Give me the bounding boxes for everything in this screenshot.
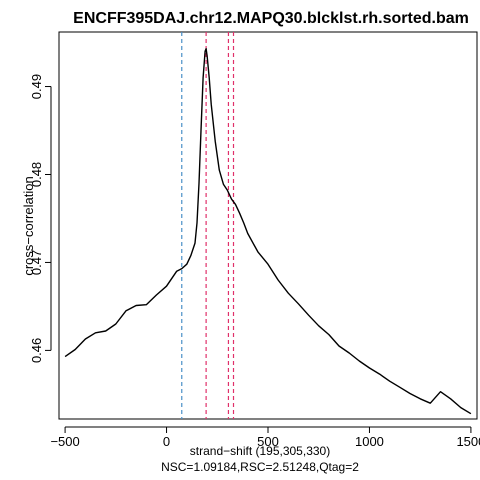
chart-title: ENCFF395DAJ.chr12.MAPQ30.blcklst.rh.sort… (73, 10, 469, 27)
plot-frame (58, 31, 478, 420)
y-axis-label: cross−correlation (21, 176, 36, 275)
y-tick-label: 0.48 (29, 162, 44, 187)
x-axis-sublabel: NSC=1.09184,RSC=2.51248,Qtag=2 (161, 460, 359, 474)
x-tick-label: 0 (163, 434, 170, 449)
x-tick-label: −500 (50, 434, 79, 449)
x-axis-label: strand−shift (195,305,330) (190, 444, 330, 458)
plot-border (58, 31, 478, 420)
x-tick-label: 500 (257, 434, 279, 449)
y-tick-label: 0.46 (29, 338, 44, 363)
y-axis: 0.46 0.47 0.48 0.49 (29, 74, 52, 363)
y-tick-label: 0.47 (29, 250, 44, 275)
x-tick-label: 1000 (355, 434, 384, 449)
reference-lines (181, 32, 235, 419)
series-line-0 (64, 48, 472, 415)
y-tick-label: 0.49 (29, 74, 44, 99)
series-group (64, 48, 472, 415)
